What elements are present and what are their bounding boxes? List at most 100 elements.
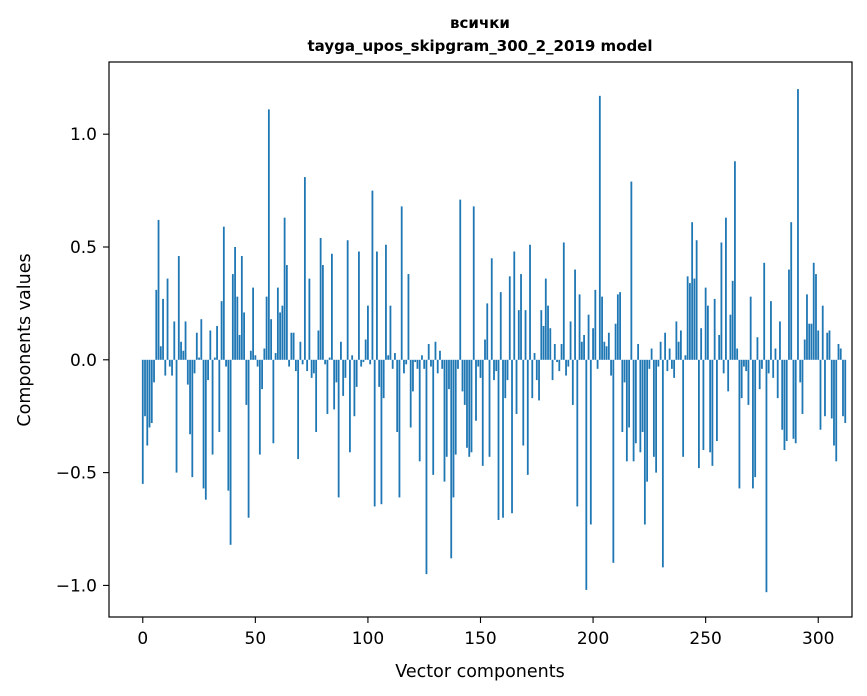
bar-187: [562, 242, 565, 360]
bar-139: [454, 359, 457, 455]
bar-294: [803, 339, 806, 360]
bar-86: [335, 359, 338, 383]
bar-185: [558, 359, 561, 372]
bar-27: [202, 359, 205, 489]
bar-6: [155, 289, 158, 360]
bar-303: [824, 359, 826, 417]
x-tick-label: 100: [352, 629, 384, 649]
bar-298: [812, 262, 815, 360]
bar-118: [407, 274, 410, 360]
bar-111: [391, 359, 394, 369]
bar-38: [227, 359, 230, 491]
bar-69: [297, 359, 300, 460]
bar-237: [675, 321, 678, 360]
y-tick-label: −1.0: [56, 576, 97, 596]
bar-161: [504, 359, 507, 399]
bar-106: [380, 359, 383, 505]
bar-159: [499, 292, 502, 360]
bar-278: [767, 359, 770, 374]
bar-63: [283, 217, 286, 360]
bar-73: [306, 359, 309, 372]
bar-91: [346, 240, 349, 360]
bar-64: [285, 265, 288, 360]
bar-291: [797, 89, 799, 360]
bar-299: [815, 274, 817, 360]
bar-241: [684, 355, 687, 360]
bar-66: [290, 332, 293, 360]
bar-71: [301, 359, 304, 365]
bar-287: [788, 269, 790, 360]
bar-304: [826, 332, 829, 360]
bar-105: [378, 359, 381, 387]
bar-62: [281, 305, 284, 360]
bar-203: [598, 95, 601, 360]
bar-225: [648, 359, 651, 369]
bar-1: [144, 359, 146, 417]
bar-40: [231, 274, 234, 360]
bar-30: [209, 330, 212, 360]
bar-11: [166, 278, 169, 360]
bar-29: [207, 359, 209, 381]
bar-83: [328, 357, 331, 360]
bar-210: [614, 323, 617, 360]
bar-151: [481, 359, 484, 466]
bar-102: [371, 190, 374, 360]
bar-26: [200, 319, 203, 360]
bar-197: [585, 359, 588, 590]
bar-176: [538, 359, 540, 401]
bar-166: [515, 359, 518, 414]
y-tick-label: 0.0: [70, 351, 97, 371]
bar-72: [303, 177, 306, 360]
bar-286: [785, 359, 788, 442]
x-tick-label: 300: [802, 629, 834, 649]
bar-194: [578, 294, 581, 360]
y-axis-label: Components values: [15, 253, 35, 426]
bar-153: [486, 303, 489, 360]
bar-156: [493, 359, 495, 381]
bar-122: [416, 359, 419, 369]
bar-207: [607, 332, 610, 360]
bar-305: [828, 330, 831, 360]
bar-261: [729, 314, 732, 360]
bar-13: [171, 359, 173, 376]
y-axis-ticks: −1.0 −0.5 0.0 0.5 1.0: [56, 125, 109, 596]
bar-94: [353, 359, 356, 417]
bar-96: [358, 251, 360, 360]
bar-39: [229, 359, 232, 545]
bar-95: [355, 359, 358, 387]
x-axis-ticks: 0 50 100 150 200 250 300: [137, 617, 834, 649]
x-tick-label: 250: [689, 629, 721, 649]
bar-205: [603, 341, 606, 360]
bar-41: [234, 247, 236, 360]
bar-184: [556, 359, 558, 363]
bar-270: [749, 296, 752, 360]
bar-243: [688, 283, 691, 360]
bar-117: [405, 359, 408, 365]
bar-179: [544, 278, 547, 360]
bar-85: [333, 359, 336, 410]
bar-34: [218, 359, 221, 432]
bar-195: [580, 341, 583, 360]
bar-132: [439, 350, 441, 360]
bar-89: [342, 359, 345, 396]
bar-164: [511, 359, 513, 514]
bar-140: [457, 359, 459, 369]
bar-226: [650, 348, 653, 360]
bar-119: [409, 359, 412, 428]
bar-240: [682, 359, 685, 457]
bar-217: [630, 181, 633, 360]
bar-189: [567, 359, 570, 367]
bar-162: [506, 359, 509, 381]
bar-244: [691, 222, 694, 360]
bar-245: [693, 278, 696, 360]
bar-206: [605, 346, 608, 360]
bar-22: [191, 359, 194, 478]
bar-186: [560, 344, 563, 360]
bar-208: [610, 359, 612, 376]
bar-92: [349, 359, 351, 453]
x-axis-label: Vector components: [395, 662, 564, 682]
bar-82: [326, 359, 329, 414]
bar-231: [661, 359, 664, 568]
bar-201: [594, 289, 597, 360]
bar-75: [310, 359, 313, 378]
